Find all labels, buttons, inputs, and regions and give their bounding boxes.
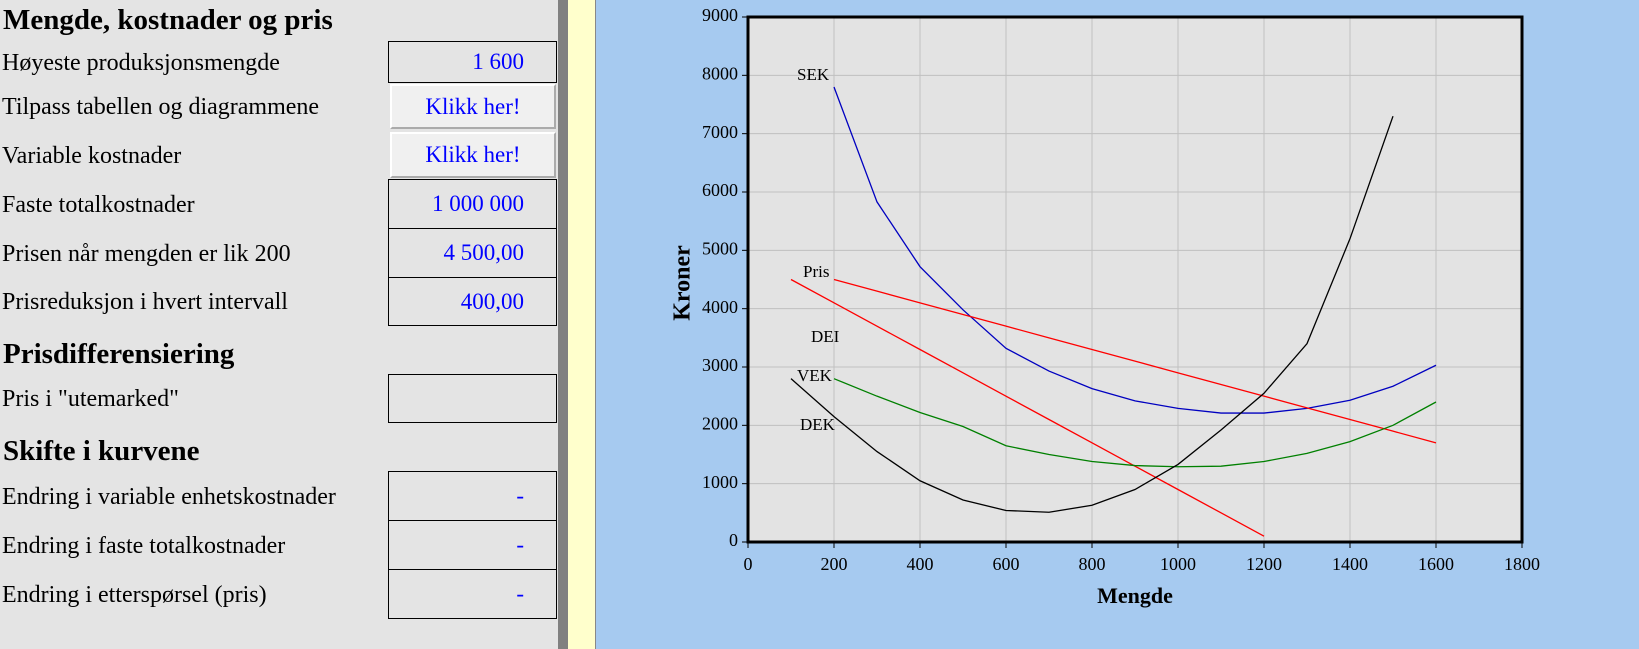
y-tick-label: 9000 [702,5,738,25]
y-axis-label: Kroner [670,245,696,321]
value-cell [388,374,557,423]
plot-area [748,17,1522,542]
y-tick-label: 5000 [702,238,738,258]
x-axis-label: Mengde [1097,583,1173,608]
curve-label: VEK [797,366,833,385]
value-cell: - [388,569,557,619]
button[interactable]: Klikk her! [390,132,556,178]
column-strip [568,0,596,649]
y-tick-label: 4000 [702,297,738,317]
row-label: Prisreduksjon i hvert intervall [2,289,288,315]
x-tick-label: 1400 [1332,554,1368,574]
row-label: Faste totalkostnader [2,191,195,218]
row-label: Variable kostnader [2,142,182,169]
y-tick-label: 6000 [702,180,738,200]
value-cell: 400,00 [388,277,557,326]
curve [833,278,1437,444]
row-label: Prisen når mengden er lik 200 [2,240,291,267]
plot-border [746,15,1524,544]
x-tick-label: 1800 [1504,554,1540,574]
row-label: Endring i variable enhetskostnader [2,483,336,510]
x-tick-label: 0 [744,554,753,574]
button[interactable]: Klikk her! [390,84,556,129]
row-label: Pris i "utemarked" [2,386,179,412]
section-heading: Prisdifferensiering [3,338,235,370]
x-tick-label: 1200 [1246,554,1282,574]
row-label: Endring i faste totalkostnader [2,532,286,559]
curve-label: DEI [811,327,840,346]
row-label: Tilpass tabellen og diagrammene [2,94,320,120]
section-heading: Skifte i kurvene [3,435,200,467]
curve-label: Pris [803,262,829,281]
curve-label: SEK [797,65,830,84]
curve [833,378,1437,468]
y-tick-label: 1000 [702,472,738,492]
value-cell: 1 600 [388,41,557,83]
x-tick-label: 1600 [1418,554,1454,574]
curve [790,115,1394,513]
y-tick-label: 7000 [702,122,738,142]
section-heading: Mengde, kostnader og pris [3,4,333,36]
curve [833,86,1437,414]
y-tick-label: 0 [729,530,738,550]
curve-label: DEK [800,415,836,434]
form-panel: Mengde, kostnader og pris Høyeste produks… [0,0,558,649]
row-label: Høyeste produksjonsmengde [2,49,280,76]
y-tick-label: 8000 [702,63,738,83]
x-tick-label: 800 [1079,554,1106,574]
x-tick-label: 600 [993,554,1020,574]
x-tick-label: 1000 [1160,554,1196,574]
x-tick-label: 200 [821,554,848,574]
separator [558,0,568,649]
y-tick-label: 2000 [702,413,738,433]
row-label: Endring i etterspørsel (pris) [2,581,267,608]
y-tick-label: 3000 [702,355,738,375]
x-tick-label: 400 [907,554,934,574]
curve [790,278,1265,537]
